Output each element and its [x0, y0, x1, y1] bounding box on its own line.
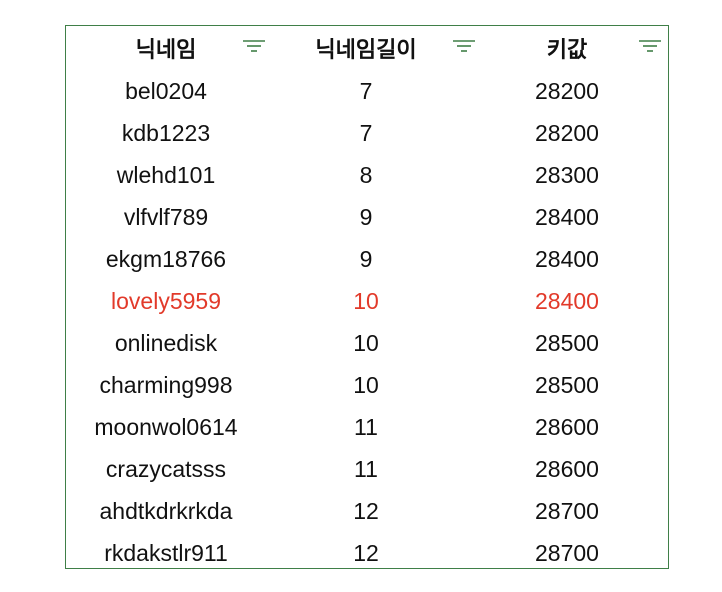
cell-key[interactable]: 28500 — [535, 371, 599, 398]
cell-nickname[interactable]: crazycatsss — [105, 455, 227, 482]
cell-length[interactable]: 7 — [359, 119, 373, 146]
filter-icon[interactable] — [242, 39, 266, 53]
nickname-table: 닉네임 닉네임길이 키값 — [66, 26, 668, 574]
table-row: kdb1223 7 28200 — [66, 112, 668, 154]
table-row: crazycatsss 11 28600 — [66, 448, 668, 490]
cell-key[interactable]: 28700 — [535, 539, 599, 566]
table-row: wlehd101 8 28300 — [66, 154, 668, 196]
cell-length[interactable]: 12 — [353, 497, 379, 524]
cell-length[interactable]: 9 — [359, 245, 373, 272]
column-header-label: 닉네임길이 — [315, 38, 417, 63]
table-row: vlfvlf789 9 28400 — [66, 196, 668, 238]
filter-icon[interactable] — [638, 39, 662, 53]
column-header-key: 키값 — [466, 26, 668, 70]
cell-length[interactable]: 11 — [354, 413, 378, 440]
cell-length[interactable]: 11 — [354, 455, 378, 482]
cell-length[interactable]: 8 — [359, 161, 373, 188]
cell-nickname[interactable]: kdb1223 — [121, 119, 211, 146]
table-row: lovely5959 10 28400 — [66, 280, 668, 322]
cell-key[interactable]: 28200 — [535, 119, 599, 146]
table-row: onlinedisk 10 28500 — [66, 322, 668, 364]
cell-key[interactable]: 28400 — [535, 245, 599, 272]
table-row: rkdakstlr911 12 28700 — [66, 532, 668, 574]
header-row: 닉네임 닉네임길이 키값 — [66, 26, 668, 70]
cell-length[interactable]: 10 — [353, 371, 379, 398]
cell-length[interactable]: 12 — [353, 539, 379, 566]
cell-key[interactable]: 28500 — [535, 329, 599, 356]
data-table: 닉네임 닉네임길이 키값 — [65, 25, 669, 569]
cell-nickname[interactable]: wlehd101 — [116, 161, 216, 188]
cell-nickname[interactable]: charming998 — [99, 371, 233, 398]
cell-length[interactable]: 7 — [359, 77, 373, 104]
cell-length[interactable]: 10 — [353, 287, 379, 314]
table-row: moonwol0614 11 28600 — [66, 406, 668, 448]
cell-nickname[interactable]: onlinedisk — [114, 329, 218, 356]
table-row: bel0204 7 28200 — [66, 70, 668, 112]
cell-key[interactable]: 28600 — [535, 413, 599, 440]
column-header-nickname: 닉네임 — [66, 26, 266, 70]
cell-nickname[interactable]: vlfvlf789 — [123, 203, 209, 230]
cell-nickname[interactable]: moonwol0614 — [94, 413, 238, 440]
cell-nickname[interactable]: ekgm18766 — [105, 245, 227, 272]
column-header-label: 닉네임 — [135, 38, 197, 63]
cell-key[interactable]: 28200 — [535, 77, 599, 104]
column-header-label: 키값 — [546, 38, 588, 63]
table-row: ahdtkdrkrkda 12 28700 — [66, 490, 668, 532]
cell-nickname[interactable]: lovely5959 — [111, 287, 221, 314]
cell-key[interactable]: 28700 — [535, 497, 599, 524]
cell-length[interactable]: 10 — [353, 329, 379, 356]
cell-nickname[interactable]: rkdakstlr911 — [104, 539, 228, 566]
cell-key[interactable]: 28400 — [535, 203, 599, 230]
table-body: bel0204 7 28200 kdb1223 7 28200 wlehd101… — [66, 70, 668, 574]
table-row: ekgm18766 9 28400 — [66, 238, 668, 280]
cell-nickname[interactable]: bel0204 — [125, 77, 207, 104]
column-header-nickname-length: 닉네임길이 — [266, 26, 475, 70]
filter-icon[interactable] — [452, 39, 476, 53]
table-row: charming998 10 28500 — [66, 364, 668, 406]
cell-key[interactable]: 28400 — [535, 287, 599, 314]
cell-key[interactable]: 28300 — [535, 161, 599, 188]
cell-length[interactable]: 9 — [359, 203, 373, 230]
cell-key[interactable]: 28600 — [535, 455, 599, 482]
cell-nickname[interactable]: ahdtkdrkrkda — [99, 497, 233, 524]
